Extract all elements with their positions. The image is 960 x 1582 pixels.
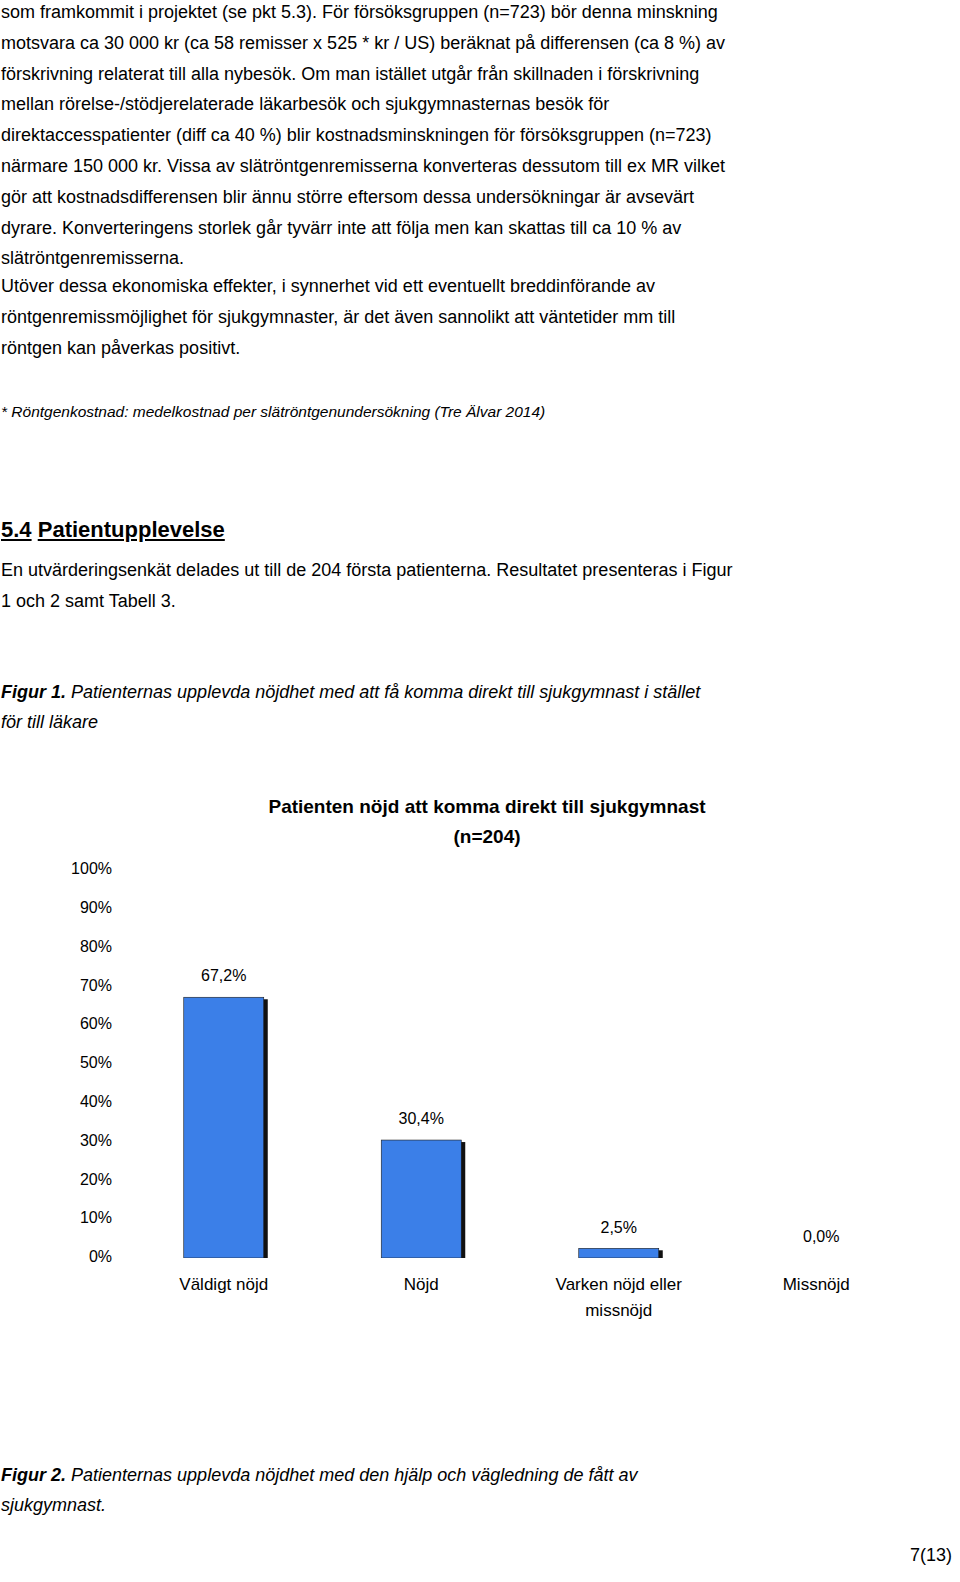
line-content: röntgenremissmöjlighet för sjukgymnaster… <box>1 302 675 332</box>
paragraph-line: röntgenremissmöjlighet för sjukgymnaster… <box>1 307 675 327</box>
paragraph-line: slätröntgenremisserna. <box>1 248 184 268</box>
line-content: slätröntgenremisserna. <box>1 243 184 273</box>
paragraph-line: förskrivning relaterat till alla nybesök… <box>1 59 699 89</box>
line-content: för till läkare <box>1 707 98 737</box>
x-tick-label: Väldigt nöjd <box>179 1275 268 1294</box>
paragraph-line: röntgen kan påverkas positivt. <box>1 333 240 363</box>
paragraph-line: Utöver dessa ekonomiska effekter, i synn… <box>1 276 655 296</box>
section-heading: 5.4 Patientupplevelse <box>1 515 225 545</box>
data-label: 30,4% <box>399 1110 444 1127</box>
line-content: 1 och 2 samt Tabell 3. <box>1 586 176 616</box>
x-tick-label: Varken nöjd eller missnöjd <box>556 1275 683 1320</box>
paragraph-line: som framkommit i projektet (se pkt 5.3).… <box>1 0 718 27</box>
paragraph-line: gör att kostnadsdifferensen blir ännu st… <box>1 187 694 207</box>
caption-label: Figur 2. <box>1 1465 66 1485</box>
section-number: 5.4 <box>1 517 32 542</box>
line-content: förskrivning relaterat till alla nybesök… <box>1 59 699 89</box>
line-content: direktaccesspatienter (diff ca 40 %) bli… <box>1 120 712 150</box>
y-tick-label: 100% <box>71 860 112 877</box>
line-content: En utvärderingsenkät delades ut till de … <box>1 555 732 585</box>
paragraph-line: mellan rörelse-/stödjerelaterade läkarbe… <box>1 89 609 119</box>
bar <box>579 1248 659 1258</box>
figure-caption: för till läkare <box>1 707 98 737</box>
footnote: * Röntgenkostnad: medelkostnad per slätr… <box>1 397 545 427</box>
intro-line: En utvärderingsenkät delades ut till de … <box>1 560 732 580</box>
line-content: motsvara ca 30 000 kr (ca 58 remisser x … <box>1 28 725 58</box>
y-tick-label: 80% <box>80 938 112 955</box>
y-tick-label: 90% <box>80 899 112 916</box>
line-content: Figur 1. Patienternas upplevda nöjdhet m… <box>1 677 700 707</box>
line-content: dyrare. Konverteringens storlek går tyvä… <box>1 213 681 243</box>
intro-line: 1 och 2 samt Tabell 3. <box>1 591 176 611</box>
chart: Patienten nöjd att komma direkt till sju… <box>0 0 960 1582</box>
bar <box>184 997 264 1258</box>
line-content: Figur 2. Patienternas upplevda nöjdhet m… <box>1 1460 637 1490</box>
page-number: 7(13) <box>910 1540 952 1570</box>
page-number: 7(13) <box>910 1545 952 1565</box>
intro-line: En utvärderingsenkät delades ut till de … <box>1 555 732 585</box>
paragraph-line: närmare 150 000 kr. Vissa av slätröntgen… <box>1 151 725 181</box>
data-label: 2,5% <box>601 1219 637 1236</box>
paragraph-line: förskrivning relaterat till alla nybesök… <box>1 64 699 84</box>
paragraph-line: som framkommit i projektet (se pkt 5.3).… <box>1 2 718 22</box>
footnote: * Röntgenkostnad: medelkostnad per slätr… <box>1 403 545 420</box>
bar <box>381 1140 461 1258</box>
line-content: gör att kostnadsdifferensen blir ännu st… <box>1 182 694 212</box>
figure-caption: sjukgymnast. <box>1 1490 106 1520</box>
paragraph-line: röntgenremissmöjlighet för sjukgymnaster… <box>1 302 675 332</box>
bars <box>184 997 663 1258</box>
paragraph-line: direktaccesspatienter (diff ca 40 %) bli… <box>1 120 712 150</box>
x-tick-label: Nöjd <box>404 1275 439 1294</box>
data-label: 0,0% <box>803 1228 839 1245</box>
figure-caption: Figur 2. Patienternas upplevda nöjdhet m… <box>1 1460 637 1490</box>
paragraph-line: slätröntgenremisserna. <box>1 243 184 273</box>
line-content: * Röntgenkostnad: medelkostnad per slätr… <box>1 397 545 427</box>
intro-line: 1 och 2 samt Tabell 3. <box>1 586 176 616</box>
line-content: 5.4 Patientupplevelse <box>1 515 225 545</box>
caption-text: för till läkare <box>1 712 98 732</box>
y-tick-label: 50% <box>80 1054 112 1071</box>
x-tick-label: Missnöjd <box>783 1275 850 1294</box>
data-label: 67,2% <box>201 967 246 984</box>
caption-text: Patienternas upplevda nöjdhet med att få… <box>71 682 700 702</box>
paragraph-line: direktaccesspatienter (diff ca 40 %) bli… <box>1 125 712 145</box>
label-part: missnöjd <box>585 1301 652 1320</box>
section-title: Patientupplevelse <box>38 517 225 542</box>
paragraph-line: motsvara ca 30 000 kr (ca 58 remisser x … <box>1 33 725 53</box>
y-tick-label: 20% <box>80 1171 112 1188</box>
bar <box>776 1258 856 1259</box>
paragraph-line: närmare 150 000 kr. Vissa av slätröntgen… <box>1 156 725 176</box>
caption-text: sjukgymnast. <box>1 1495 106 1515</box>
label-part: Varken nöjd eller <box>556 1275 683 1294</box>
line-content: 7(13) <box>910 1540 952 1570</box>
paragraph-line: röntgen kan påverkas positivt. <box>1 338 240 358</box>
y-tick-label: 60% <box>80 1015 112 1032</box>
paragraph-line: dyrare. Konverteringens storlek går tyvä… <box>1 213 681 243</box>
y-tick-label: 70% <box>80 977 112 994</box>
y-tick-label: 10% <box>80 1209 112 1226</box>
chart-subtitle: (n=204) <box>453 826 520 847</box>
line-content: Utöver dessa ekonomiska effekter, i synn… <box>1 271 655 301</box>
y-tick-label: 30% <box>80 1132 112 1149</box>
caption-label: Figur 1. <box>1 682 66 702</box>
figure-caption: Figur 1. Patienternas upplevda nöjdhet m… <box>1 677 700 707</box>
line-content: närmare 150 000 kr. Vissa av slätröntgen… <box>1 151 725 181</box>
caption-text: Patienternas upplevda nöjdhet med den hj… <box>71 1465 637 1485</box>
chart-title: Patienten nöjd att komma direkt till sju… <box>268 796 706 817</box>
paragraph-line: motsvara ca 30 000 kr (ca 58 remisser x … <box>1 28 725 58</box>
paragraph-line: dyrare. Konverteringens storlek går tyvä… <box>1 218 681 238</box>
paragraph-line: mellan rörelse-/stödjerelaterade läkarbe… <box>1 94 609 114</box>
line-content: sjukgymnast. <box>1 1490 106 1520</box>
line-content: som framkommit i projektet (se pkt 5.3).… <box>1 0 718 27</box>
y-tick-label: 40% <box>80 1093 112 1110</box>
y-tick-label: 0% <box>89 1248 112 1265</box>
paragraph-line: gör att kostnadsdifferensen blir ännu st… <box>1 182 694 212</box>
line-content: röntgen kan påverkas positivt. <box>1 333 240 363</box>
paragraph-line: Utöver dessa ekonomiska effekter, i synn… <box>1 271 655 301</box>
line-content: mellan rörelse-/stödjerelaterade läkarbe… <box>1 89 609 119</box>
